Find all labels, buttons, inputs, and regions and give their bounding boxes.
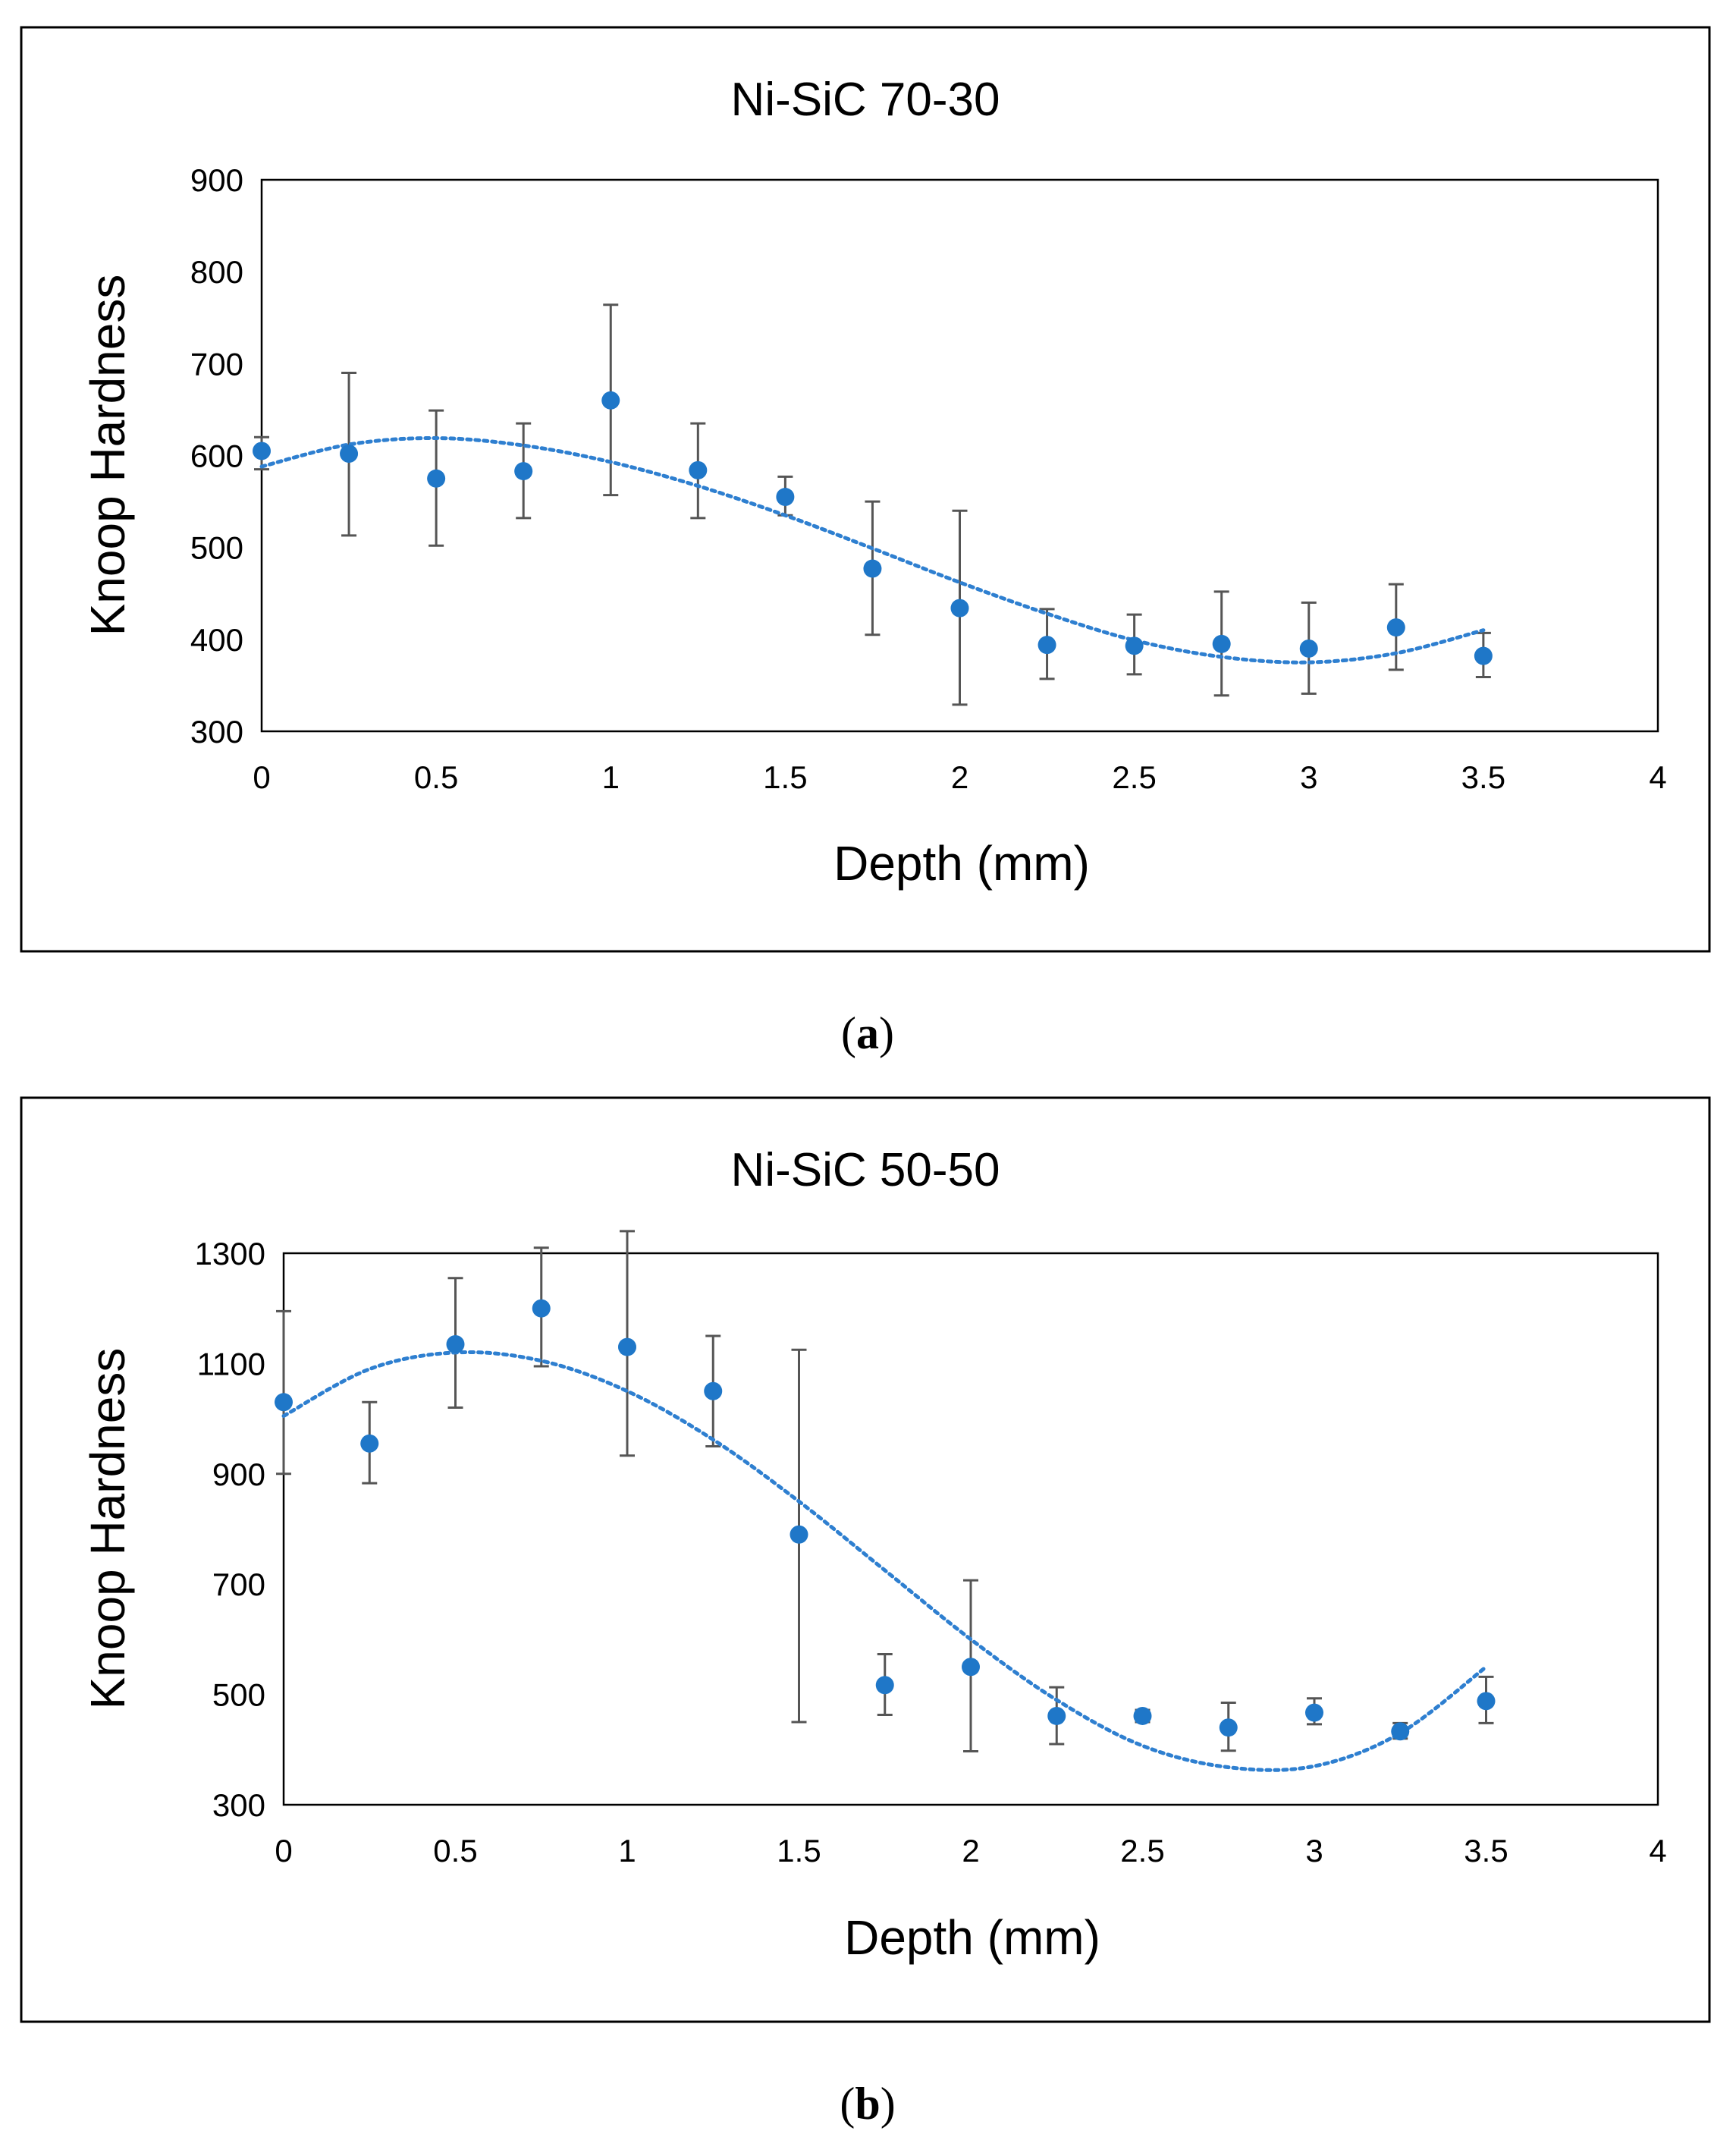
chart-a-title: Ni-SiC 70-30: [731, 74, 1000, 126]
chart-a-data-point: [1474, 646, 1493, 665]
chart-a-data-point: [514, 462, 533, 481]
chart-b-x-tick-label: 2.5: [1120, 1833, 1164, 1868]
chart-a-y-tick-labels: 300 400 500 600 700 800 900: [190, 162, 243, 750]
chart-a-data-point: [1299, 639, 1318, 658]
chart-b-data-point: [1305, 1703, 1323, 1722]
chart-b-data-point: [1477, 1692, 1496, 1711]
chart-a-data-point: [340, 445, 359, 464]
chart-b-data-point: [962, 1658, 980, 1677]
chart-b-y-tick-label: 500: [212, 1677, 265, 1713]
panel-a-frame: [20, 26, 1711, 953]
chart-b-title: Ni-SiC 50-50: [731, 1144, 1000, 1196]
chart-a-y-tick-label: 800: [190, 254, 243, 290]
chart-b-x-tick-label: 0: [275, 1833, 292, 1868]
chart-b-data-point: [618, 1337, 636, 1356]
chart-b-plot-area: [282, 1252, 1659, 1806]
chart-a-data-point: [427, 469, 446, 488]
chart-b-y-axis-label: Knoop Hardness: [80, 1348, 135, 1710]
chart-a-x-tick-label: 3.5: [1461, 759, 1505, 795]
chart-a-data-point: [253, 442, 271, 460]
chart-a-data-point: [689, 460, 708, 479]
chart-a-x-tick-label: 1.5: [763, 759, 807, 795]
chart-a-data-point: [863, 559, 882, 578]
caption-a-letter: a: [856, 1008, 879, 1058]
panel-b: Ni-SiC 50-50 300 500 700 900 1100 1300 0 0.5 1 1…: [20, 1096, 1711, 2023]
chart-b-x-tick-label: 1: [618, 1833, 636, 1868]
chart-b-y-tick-label: 900: [212, 1457, 265, 1492]
chart-a-y-tick-label: 400: [190, 622, 243, 658]
panel-a: Ni-SiC 70-30 300 400 500 600 700 800 900 0 0.5 1…: [20, 26, 1711, 953]
chart-a-trendline: [259, 435, 1486, 665]
chart-b-data-point: [704, 1381, 723, 1400]
chart-a-x-axis-label: Depth (mm): [833, 836, 1090, 891]
chart-b-y-tick-label: 1300: [195, 1236, 265, 1271]
panel-b-frame: [20, 1096, 1711, 2023]
chart-b-x-tick-labels: 0 0.5 1 1.5 2 2.5 3 3.5 4: [275, 1833, 1666, 1868]
chart-a-x-tick-label: 2: [951, 759, 968, 795]
chart-b-x-tick-label: 3: [1305, 1833, 1323, 1868]
chart-a-y-tick-label: 900: [190, 162, 243, 198]
chart-a-data-point: [601, 391, 620, 410]
chart-a-data-point: [1125, 636, 1144, 655]
chart-b-x-tick-label: 4: [1649, 1833, 1666, 1868]
chart-a-x-tick-labels: 0 0.5 1 1.5 2 2.5 3 3.5 4: [253, 759, 1666, 795]
chart-b-data-point: [1047, 1706, 1066, 1725]
caption-b: (b): [840, 2079, 895, 2129]
chart-b-trendline: [281, 1350, 1488, 1772]
chart-b-data-point: [532, 1299, 551, 1318]
chart-b-data-point: [1219, 1718, 1238, 1737]
chart-b-data-point: [790, 1525, 808, 1544]
chart-a-y-tick-label: 500: [190, 530, 243, 566]
chart-b-y-tick-label: 700: [212, 1567, 265, 1602]
chart-a-data-point: [1386, 618, 1405, 637]
chart-a-x-tick-label: 1: [602, 759, 620, 795]
chart-a-x-tick-label: 2.5: [1112, 759, 1156, 795]
chart-a-data-point: [1212, 634, 1231, 653]
chart-b-data-point: [1133, 1706, 1152, 1725]
chart-a-y-tick-label: 700: [190, 346, 243, 382]
caption-b-letter: b: [855, 2079, 880, 2129]
chart-b-y-tick-labels: 300 500 700 900 1100 1300: [195, 1236, 265, 1823]
chart-b-data-point: [446, 1334, 465, 1353]
chart-a-x-tick-label: 0.5: [414, 759, 458, 795]
chart-a-x-tick-label: 3: [1300, 759, 1317, 795]
chart-b-data-point: [875, 1676, 894, 1695]
chart-a-y-tick-label: 300: [190, 714, 243, 750]
chart-b-data-point: [1391, 1722, 1410, 1741]
chart-b-y-tick-label: 300: [212, 1787, 265, 1823]
chart-a-x-tick-label: 0: [253, 759, 270, 795]
chart-b-data-point: [275, 1393, 293, 1412]
chart-a-y-tick-label: 600: [190, 438, 243, 474]
chart-b-x-tick-label: 0.5: [433, 1833, 477, 1868]
chart-a-data-point: [950, 599, 969, 618]
chart-a-data-point: [776, 488, 795, 507]
chart-a-points: [253, 391, 1493, 665]
chart-a-x-tick-label: 4: [1649, 759, 1666, 795]
chart-b-y-tick-label: 1100: [197, 1346, 265, 1381]
chart-a-y-axis-label: Knoop Hardness: [80, 275, 135, 636]
chart-b-x-axis-label: Depth (mm): [844, 1910, 1100, 1965]
caption-a: (a): [841, 1008, 894, 1058]
chart-b-data-point: [360, 1434, 379, 1453]
chart-b-x-tick-label: 2: [962, 1833, 979, 1868]
chart-b-x-tick-label: 1.5: [777, 1833, 821, 1868]
chart-b-points: [275, 1299, 1496, 1741]
chart-b-x-tick-label: 3.5: [1464, 1833, 1508, 1868]
chart-a-data-point: [1038, 636, 1056, 655]
